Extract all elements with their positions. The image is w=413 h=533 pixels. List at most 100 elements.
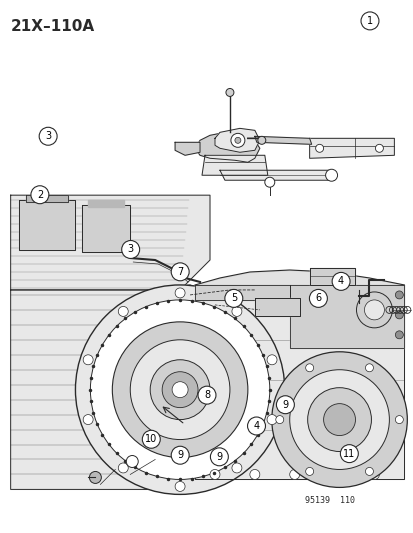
Circle shape: [257, 136, 265, 144]
Circle shape: [172, 382, 188, 398]
Circle shape: [323, 403, 355, 435]
Text: 6: 6: [315, 293, 320, 303]
Circle shape: [375, 144, 382, 152]
Circle shape: [126, 456, 138, 467]
Circle shape: [305, 467, 313, 475]
Polygon shape: [88, 200, 124, 207]
Circle shape: [167, 305, 177, 315]
Circle shape: [171, 446, 189, 464]
Text: 8: 8: [204, 390, 209, 400]
Polygon shape: [309, 139, 394, 158]
Text: 2: 2: [37, 190, 43, 200]
Circle shape: [363, 300, 384, 320]
Polygon shape: [202, 155, 267, 175]
Circle shape: [275, 416, 283, 424]
Polygon shape: [175, 142, 199, 155]
Polygon shape: [19, 200, 75, 250]
Text: 4: 4: [253, 421, 259, 431]
Circle shape: [231, 463, 241, 473]
Circle shape: [167, 345, 177, 355]
Circle shape: [130, 340, 229, 440]
Text: 95139  110: 95139 110: [304, 496, 354, 505]
Circle shape: [356, 292, 392, 328]
Circle shape: [225, 88, 233, 96]
Polygon shape: [26, 195, 68, 202]
Circle shape: [171, 263, 189, 281]
Circle shape: [309, 289, 327, 308]
Polygon shape: [195, 285, 404, 480]
Circle shape: [394, 331, 402, 339]
Text: 7: 7: [177, 267, 183, 277]
Text: 10: 10: [145, 434, 157, 445]
Polygon shape: [254, 136, 311, 144]
Circle shape: [89, 472, 101, 483]
Polygon shape: [195, 133, 259, 162]
Polygon shape: [11, 290, 185, 489]
Circle shape: [331, 272, 349, 290]
Circle shape: [142, 430, 160, 448]
Circle shape: [121, 240, 139, 259]
Circle shape: [325, 169, 337, 181]
Polygon shape: [214, 128, 259, 152]
Circle shape: [175, 288, 185, 298]
Circle shape: [197, 386, 216, 404]
Circle shape: [230, 133, 244, 147]
Circle shape: [266, 355, 276, 365]
Polygon shape: [155, 285, 214, 459]
Circle shape: [231, 306, 241, 317]
Circle shape: [249, 470, 259, 480]
Circle shape: [175, 481, 185, 491]
Text: 9: 9: [177, 450, 183, 460]
Text: 9: 9: [216, 452, 222, 462]
Circle shape: [339, 445, 358, 463]
Circle shape: [329, 470, 339, 480]
Text: 4: 4: [337, 277, 343, 286]
Circle shape: [365, 467, 373, 475]
Text: 9: 9: [282, 400, 288, 410]
Text: 11: 11: [342, 449, 355, 458]
Polygon shape: [219, 170, 334, 180]
Circle shape: [266, 415, 276, 425]
Text: 21X–110A: 21X–110A: [11, 19, 95, 34]
Circle shape: [247, 417, 265, 435]
Circle shape: [360, 12, 378, 30]
Circle shape: [210, 448, 228, 466]
Circle shape: [75, 285, 284, 495]
Text: 3: 3: [127, 245, 133, 254]
Polygon shape: [309, 268, 354, 285]
Circle shape: [224, 289, 242, 308]
Circle shape: [289, 470, 299, 480]
Circle shape: [368, 470, 378, 480]
Circle shape: [162, 372, 197, 408]
Circle shape: [150, 360, 209, 419]
Circle shape: [209, 470, 219, 480]
Circle shape: [315, 144, 323, 152]
Circle shape: [39, 127, 57, 145]
Circle shape: [234, 138, 240, 143]
Circle shape: [167, 434, 177, 445]
Polygon shape: [82, 205, 130, 252]
Circle shape: [307, 387, 370, 451]
Circle shape: [90, 300, 269, 480]
Text: 5: 5: [230, 293, 236, 303]
Circle shape: [276, 395, 294, 414]
Circle shape: [394, 291, 402, 299]
Circle shape: [305, 364, 313, 372]
Text: 1: 1: [366, 16, 372, 26]
Circle shape: [394, 311, 402, 319]
Circle shape: [394, 416, 402, 424]
Circle shape: [83, 355, 93, 365]
Polygon shape: [11, 195, 209, 290]
Circle shape: [31, 186, 49, 204]
Polygon shape: [195, 285, 289, 300]
Polygon shape: [254, 298, 299, 316]
Circle shape: [83, 415, 93, 425]
Circle shape: [264, 177, 274, 187]
Polygon shape: [289, 285, 404, 348]
Circle shape: [271, 352, 406, 487]
Circle shape: [112, 322, 247, 457]
Circle shape: [167, 394, 177, 405]
Text: 3: 3: [45, 131, 51, 141]
Circle shape: [365, 364, 373, 372]
Circle shape: [118, 306, 128, 317]
